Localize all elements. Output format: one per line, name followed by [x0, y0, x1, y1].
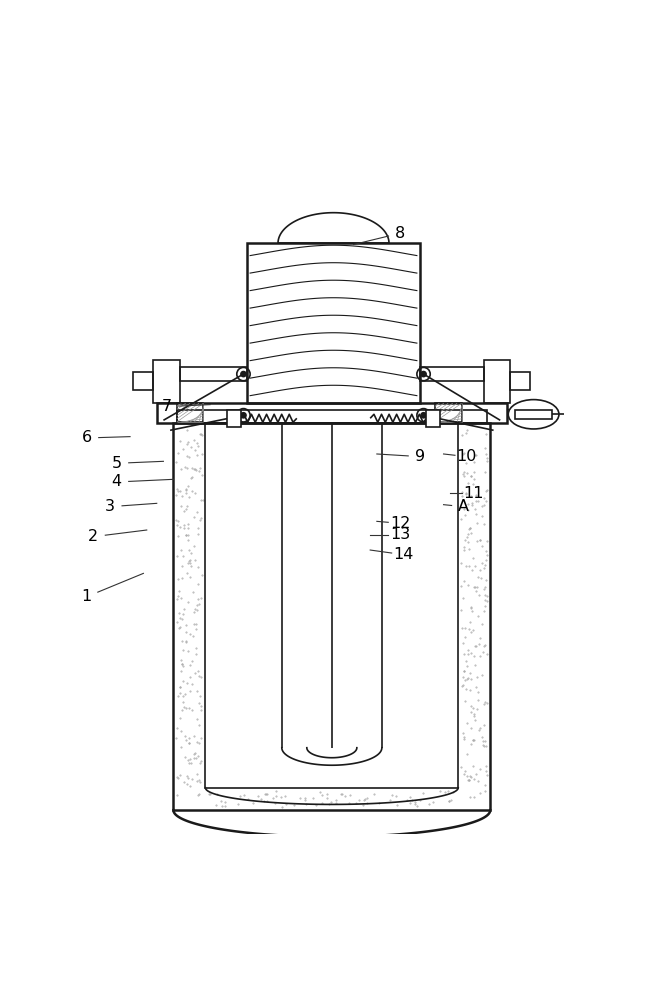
- Bar: [426, 410, 440, 427]
- Circle shape: [421, 413, 426, 418]
- Text: 3: 3: [105, 499, 115, 514]
- Bar: [177, 403, 203, 422]
- Bar: [173, 423, 490, 810]
- Bar: [133, 372, 153, 390]
- Text: 13: 13: [390, 527, 410, 542]
- Circle shape: [241, 371, 246, 377]
- Bar: [420, 367, 484, 381]
- Bar: [157, 403, 507, 423]
- Bar: [484, 360, 510, 403]
- Bar: [153, 360, 180, 403]
- Text: 12: 12: [390, 516, 410, 531]
- Text: 4: 4: [111, 474, 122, 489]
- Bar: [177, 410, 487, 423]
- Text: 1: 1: [81, 589, 92, 604]
- Text: 6: 6: [81, 430, 92, 445]
- Bar: [227, 410, 241, 427]
- Text: 9: 9: [415, 449, 426, 464]
- Circle shape: [241, 413, 246, 418]
- Text: 2: 2: [88, 529, 99, 544]
- Bar: [247, 243, 420, 403]
- Text: 7: 7: [161, 399, 172, 414]
- Bar: [180, 367, 247, 381]
- Text: 11: 11: [464, 486, 484, 501]
- Text: 10: 10: [457, 449, 477, 464]
- Bar: [435, 403, 462, 422]
- Text: A: A: [458, 499, 469, 514]
- Bar: [205, 423, 458, 788]
- Text: 14: 14: [394, 547, 414, 562]
- Bar: [510, 372, 530, 390]
- Circle shape: [421, 371, 426, 377]
- Ellipse shape: [508, 400, 559, 429]
- Text: 5: 5: [111, 456, 122, 471]
- Text: 8: 8: [395, 226, 406, 241]
- Bar: [515, 410, 552, 419]
